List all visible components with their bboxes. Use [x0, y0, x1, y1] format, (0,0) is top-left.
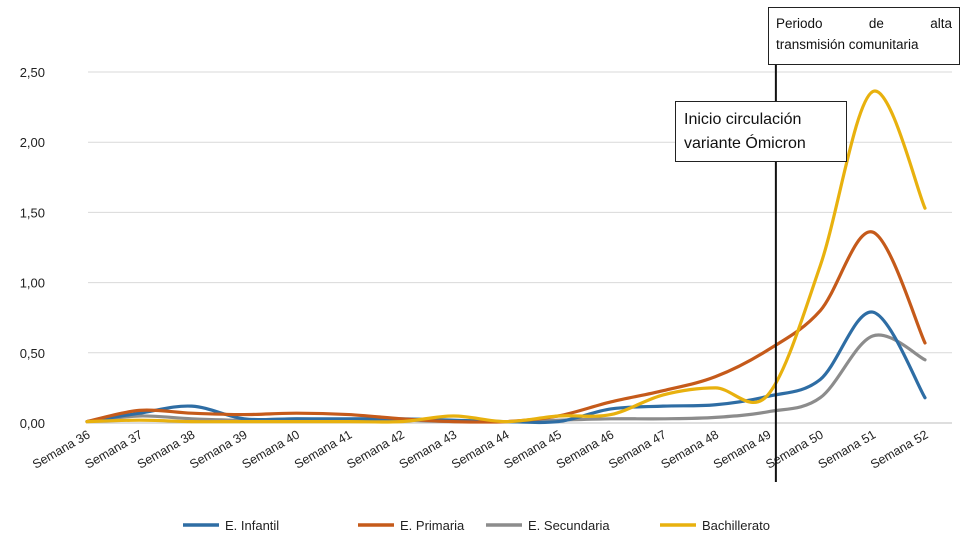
annotation-word: de — [868, 16, 884, 31]
x-tick-label: Semana 48 — [659, 427, 721, 471]
x-tick-label: Semana 46 — [554, 427, 616, 471]
series-line-bachillerato — [85, 89, 927, 424]
gridlines — [88, 71, 952, 424]
high-transmission-annotation-line1: Periodo de alta — [776, 13, 952, 34]
legend-label-e-primaria: E. Primaria — [400, 518, 465, 533]
x-tick-label: Semana 43 — [397, 427, 459, 471]
y-axis: 0,00 0,50 1,00 1,50 2,00 2,50 — [20, 65, 45, 431]
x-tick-label: Semana 47 — [606, 427, 668, 471]
x-tick-label: Semana 45 — [502, 427, 564, 471]
series-lines — [85, 89, 927, 425]
series-line-e-secundaria — [85, 333, 927, 424]
legend-label-e-secundaria: E. Secundaria — [528, 518, 610, 533]
y-tick-label: 2,50 — [20, 65, 45, 80]
x-tick-label: Semana 40 — [240, 427, 302, 471]
x-tick-label: Semana 44 — [449, 427, 511, 471]
x-tick-label: Semana 42 — [344, 427, 406, 471]
x-tick-label: Semana 36 — [30, 427, 92, 471]
high-transmission-annotation-line2: transmisión comunitaria — [776, 37, 919, 52]
omicron-annotation-line1: Inicio circulación — [684, 111, 802, 128]
y-tick-label: 0,00 — [20, 416, 45, 431]
legend-label-bachillerato: Bachillerato — [702, 518, 770, 533]
omicron-annotation: Inicio circulación variante Ómicron — [675, 101, 847, 162]
y-tick-label: 1,00 — [20, 276, 45, 291]
y-tick-label: 2,00 — [20, 135, 45, 150]
x-tick-label: Semana 39 — [187, 427, 249, 471]
legend-label-e-infantil: E. Infantil — [225, 518, 279, 533]
y-tick-label: 0,50 — [20, 346, 45, 361]
annotation-word: alta — [930, 16, 952, 31]
x-tick-label: Semana 37 — [83, 427, 145, 471]
x-tick-label: Semana 38 — [135, 427, 197, 471]
legend: E. Infantil E. Primaria E. Secundaria Bachi… — [183, 518, 770, 533]
x-tick-label: Semana 50 — [763, 427, 825, 471]
x-tick-label: Semana 51 — [816, 427, 878, 471]
x-tick-label: Semana 49 — [711, 427, 773, 471]
x-tick-label: Semana 52 — [868, 427, 930, 471]
y-tick-label: 1,50 — [20, 205, 45, 220]
x-tick-label: Semana 41 — [292, 427, 354, 471]
high-transmission-annotation: Periodo de alta transmisión comunitaria — [768, 7, 960, 65]
annotation-word: Periodo — [776, 16, 823, 31]
omicron-annotation-line2: variante Ómicron — [684, 135, 806, 152]
